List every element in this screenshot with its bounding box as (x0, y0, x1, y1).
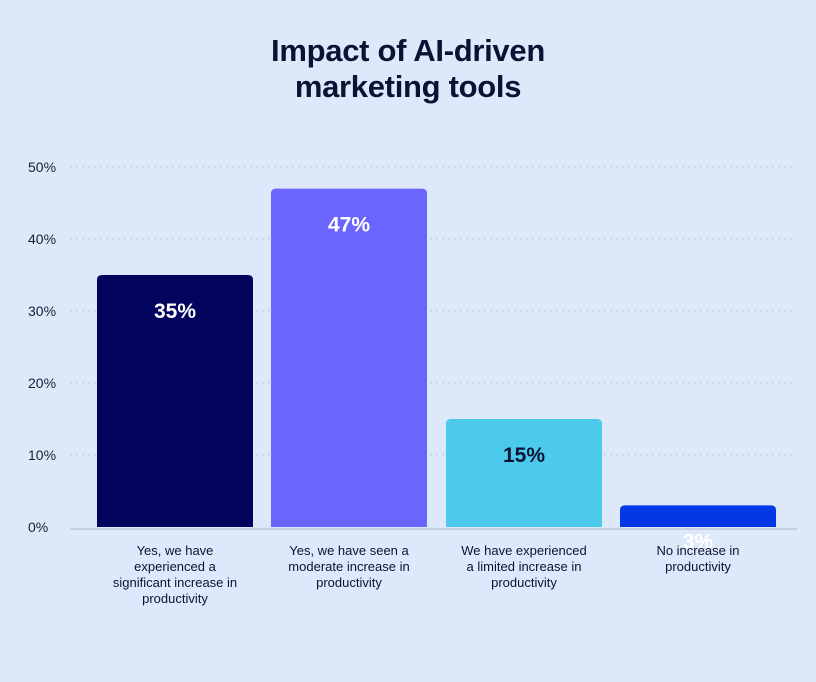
bar-value-label: 15% (503, 444, 545, 467)
bar (271, 188, 427, 527)
bar (446, 419, 602, 527)
y-tick-label: 40% (28, 231, 56, 247)
y-tick-label: 50% (28, 159, 56, 175)
bar (620, 505, 776, 527)
bar (97, 275, 253, 527)
bar-value-label: 47% (328, 214, 370, 237)
y-tick-label: 30% (28, 303, 56, 319)
x-tick-label: We have experienced a limited increase i… (461, 543, 587, 590)
bar-value-label: 3% (683, 530, 714, 553)
x-tick-label: No increase in productivity (656, 543, 740, 574)
x-tick-label: Yes, we have seen a moderate increase in… (288, 543, 410, 590)
chart-title: Impact of AI-driven marketing tools (0, 33, 816, 105)
chart-title-line-2: marketing tools (294, 69, 522, 104)
x-tick-label: Yes, we have experienced a significant i… (112, 543, 238, 606)
y-tick-label: 20% (28, 375, 56, 391)
y-tick-label: 0% (28, 519, 48, 535)
chart-title-line-1: Impact of AI-driven (271, 33, 545, 68)
bar-value-label: 35% (154, 300, 196, 323)
y-tick-label: 10% (28, 447, 56, 463)
